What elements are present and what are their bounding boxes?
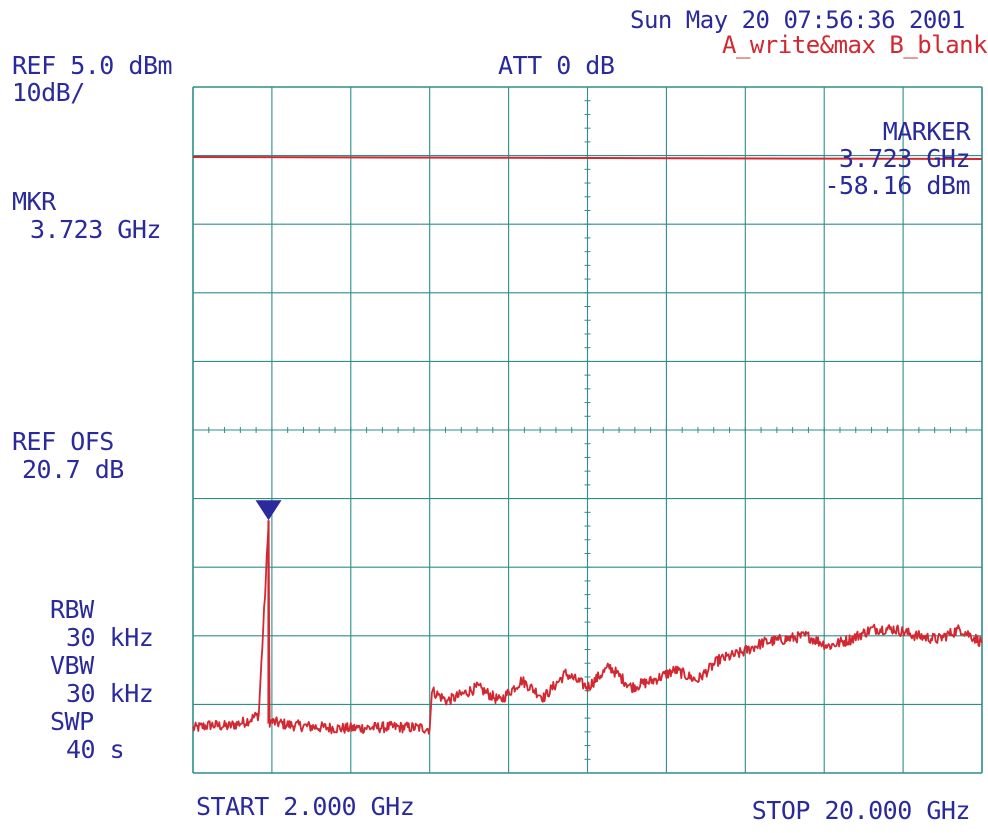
start-frequency: START 2.000 GHz [196,792,415,821]
ref-offset-value: 20.7 dB [22,455,124,484]
reference-line [192,155,983,161]
trace-group [192,525,983,735]
vbw-value: 30 kHz [66,679,154,708]
mkr-value: 3.723 GHz [30,215,161,244]
trace-mode: A_write&max B_blank [722,31,988,59]
ref-level: REF 5.0 dBm [12,51,173,80]
scale-per-div: 10dB/ [12,78,85,107]
marker-triangle [255,500,282,521]
plot-grid [192,86,983,774]
sweep-label: SWP [50,707,94,736]
rbw-label: RBW [50,595,94,624]
vbw-label: VBW [50,651,94,680]
attenuation: ATT 0 dB [498,51,615,80]
ref-offset-label: REF OFS [12,427,114,456]
marker-amplitude: -58.16 dBm [824,171,970,200]
sweep-value: 40 s [66,735,125,764]
rbw-value: 30 kHz [66,623,154,652]
marker-group [255,500,282,724]
timestamp: Sun May 20 07:56:36 2001 [630,6,965,34]
trace-a [192,525,983,735]
reference-line-group [192,155,983,161]
stop-frequency: STOP 20.000 GHz [751,796,971,825]
marker-title: MARKER [882,117,971,146]
mkr-label: MKR [12,187,56,216]
marker-frequency: 3.723 GHz [839,144,970,173]
